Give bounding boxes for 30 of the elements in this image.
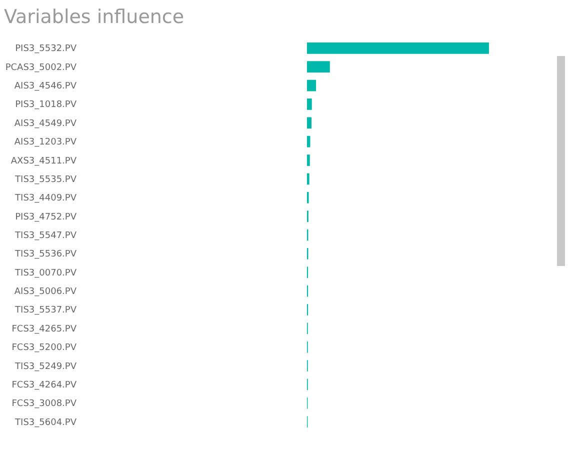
y-tick-label: AIS3_5006.PV bbox=[14, 287, 78, 298]
y-tick-label: TIS3_4409.PV bbox=[14, 194, 78, 204]
y-tick-label: AXS3_4511.PV bbox=[10, 156, 78, 166]
y-tick-label: TIS3_5536.PV bbox=[14, 250, 78, 260]
y-tick-label: TIS3_5249.PV bbox=[14, 362, 78, 372]
y-tick-label: TIS3_0070.PV bbox=[14, 268, 78, 278]
y-tick-label: AIS3_1203.PV bbox=[14, 138, 78, 148]
bar bbox=[306, 42, 489, 54]
text: Variables influence bbox=[4, 6, 184, 28]
y-tick-label: FCS3_4265.PV bbox=[12, 324, 78, 334]
y-tick-label: TIS3_5604.PV bbox=[14, 418, 78, 428]
bar bbox=[306, 61, 330, 73]
y-tick-label: TIS3_5537.PV bbox=[14, 306, 78, 316]
y-tick-label: PIS3_5532.PV bbox=[15, 44, 78, 54]
y-tick-label: TIS3_5547.PV bbox=[14, 231, 78, 241]
y-tick-label: FCS3_5200.PV bbox=[12, 343, 78, 354]
y-tick-label: FCS3_3008.PV bbox=[12, 399, 78, 410]
y-tick-label: TIS3_5535.PV bbox=[14, 174, 78, 185]
y-tick-label: FCS3_4264.PV bbox=[12, 380, 78, 390]
y-tick-label: PCAS3_5002.PV bbox=[5, 62, 78, 73]
y-tick-label: AIS3_4549.PV bbox=[14, 118, 78, 129]
bar bbox=[306, 117, 312, 129]
y-tick-label: PIS3_1018.PV bbox=[15, 100, 78, 110]
bar bbox=[306, 80, 316, 92]
y-tick-label: AIS3_4546.PV bbox=[14, 82, 78, 92]
bar bbox=[306, 136, 310, 148]
bar bbox=[306, 154, 310, 166]
y-tick-label: PIS3_4752.PV bbox=[15, 212, 78, 222]
bar bbox=[306, 173, 310, 185]
bar bbox=[306, 98, 312, 110]
